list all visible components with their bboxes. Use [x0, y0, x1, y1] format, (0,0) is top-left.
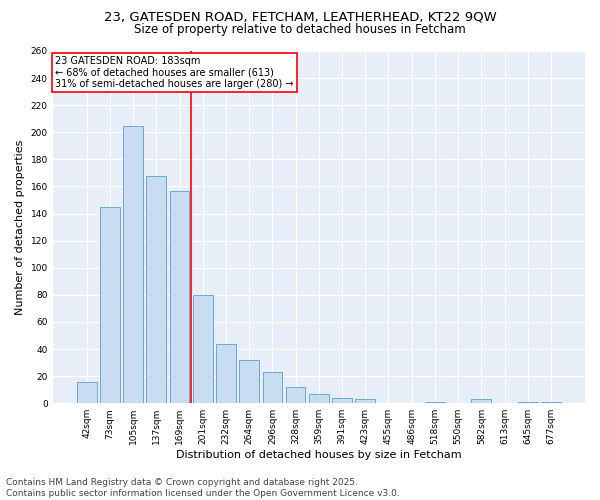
- Bar: [332, 398, 352, 403]
- Bar: [425, 402, 445, 403]
- Bar: [170, 190, 190, 403]
- Bar: [355, 399, 375, 403]
- Text: Size of property relative to detached houses in Fetcham: Size of property relative to detached ho…: [134, 22, 466, 36]
- Bar: [100, 207, 120, 403]
- Text: Contains HM Land Registry data © Crown copyright and database right 2025.
Contai: Contains HM Land Registry data © Crown c…: [6, 478, 400, 498]
- Text: 23 GATESDEN ROAD: 183sqm
← 68% of detached houses are smaller (613)
31% of semi-: 23 GATESDEN ROAD: 183sqm ← 68% of detach…: [55, 56, 294, 90]
- Bar: [309, 394, 329, 403]
- Bar: [216, 344, 236, 403]
- Bar: [472, 399, 491, 403]
- Bar: [286, 387, 305, 403]
- X-axis label: Distribution of detached houses by size in Fetcham: Distribution of detached houses by size …: [176, 450, 461, 460]
- Bar: [193, 295, 212, 403]
- Bar: [123, 126, 143, 403]
- Bar: [541, 402, 561, 403]
- Bar: [518, 402, 538, 403]
- Bar: [239, 360, 259, 403]
- Text: 23, GATESDEN ROAD, FETCHAM, LEATHERHEAD, KT22 9QW: 23, GATESDEN ROAD, FETCHAM, LEATHERHEAD,…: [104, 10, 496, 23]
- Bar: [77, 382, 97, 403]
- Bar: [146, 176, 166, 403]
- Y-axis label: Number of detached properties: Number of detached properties: [15, 140, 25, 315]
- Bar: [263, 372, 282, 403]
